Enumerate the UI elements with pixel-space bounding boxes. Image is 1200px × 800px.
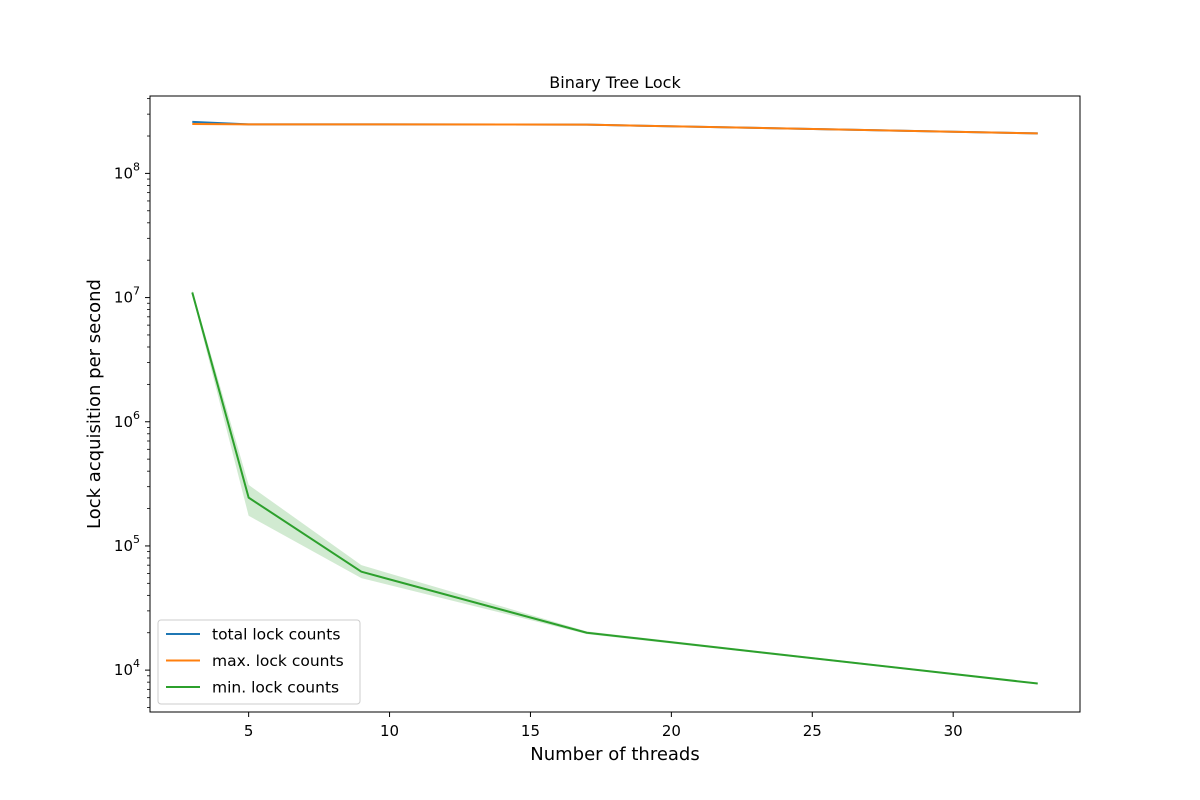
y-tick-label: 105 [114,533,140,555]
x-axis-label: Number of threads [530,744,699,765]
legend-label-1: max. lock counts [212,652,344,670]
series-line-2 [191,292,1038,685]
legend-label-0: total lock counts [212,626,340,644]
series-line-1 [192,122,1038,135]
plot-frame [149,95,1081,713]
x-tick-label: 30 [944,722,963,740]
x-tick-label: 15 [521,722,540,740]
x-tick-label: 25 [803,722,822,740]
x-tick-label: 5 [244,722,254,740]
legend-label-2: min. lock counts [212,679,339,697]
y-axis-label: Lock acquisition per second [84,279,105,529]
series-band-2 [192,290,1038,685]
y-tick-label: 104 [114,657,140,679]
chart-title: Binary Tree Lock [549,73,681,92]
legend: total lock counts max. lock counts min. lo… [157,619,361,705]
y-tick-label: 106 [114,409,140,431]
y-tick-label: 108 [114,160,140,182]
legend-box [157,619,361,705]
x-tick-label: 20 [662,722,681,740]
x-tick-label: 10 [380,722,399,740]
y-tick-label: 107 [114,285,140,307]
